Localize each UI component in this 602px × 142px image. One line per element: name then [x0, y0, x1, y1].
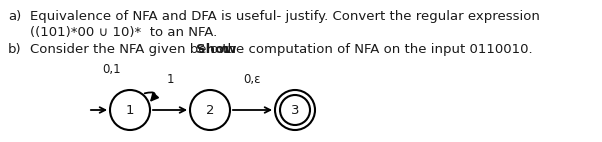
- Text: 1: 1: [166, 73, 174, 86]
- Text: 0,ε: 0,ε: [244, 73, 261, 86]
- Text: the computation of NFA on the input 0110010.: the computation of NFA on the input 0110…: [218, 43, 532, 56]
- Text: 3: 3: [291, 104, 299, 116]
- Text: a): a): [8, 10, 21, 23]
- Text: 2: 2: [206, 104, 214, 116]
- Text: Equivalence of NFA and DFA is useful- justify. Convert the regular expression: Equivalence of NFA and DFA is useful- ju…: [30, 10, 540, 23]
- Text: Consider the NFA given below.: Consider the NFA given below.: [30, 43, 237, 56]
- Text: Show: Show: [196, 43, 236, 56]
- Text: b): b): [8, 43, 22, 56]
- Text: 0,1: 0,1: [103, 63, 122, 76]
- FancyArrowPatch shape: [144, 92, 158, 100]
- Text: 1: 1: [126, 104, 134, 116]
- Text: ((101)*00 ∪ 10)*  to an NFA.: ((101)*00 ∪ 10)* to an NFA.: [30, 26, 217, 39]
